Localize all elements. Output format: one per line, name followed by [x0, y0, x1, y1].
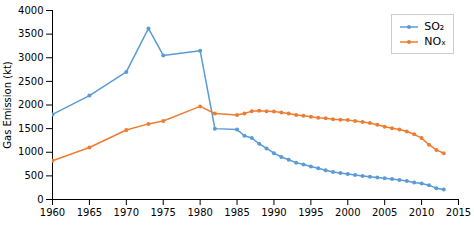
html-text:NOₓ: NOₓ: [424, 35, 446, 48]
svg-text:1985: 1985: [224, 207, 249, 218]
svg-text:1995: 1995: [298, 207, 323, 218]
svg-text:1970: 1970: [114, 207, 139, 218]
html-text:SO₂: SO₂: [424, 20, 445, 33]
svg-text:0: 0: [37, 194, 43, 205]
svg-text:1000: 1000: [18, 146, 43, 157]
svg-text:2015: 2015: [446, 207, 471, 218]
svg-text:3000: 3000: [18, 52, 43, 63]
svg-text:2500: 2500: [18, 76, 43, 87]
svg-text:Gas Emission (kt): Gas Emission (kt): [2, 61, 13, 149]
svg-text:3500: 3500: [18, 28, 43, 39]
svg-text:2000: 2000: [335, 207, 360, 218]
svg-text:1980: 1980: [187, 207, 212, 218]
svg-text:1975: 1975: [151, 207, 176, 218]
svg-text:2005: 2005: [372, 207, 397, 218]
svg-text:4000: 4000: [18, 5, 43, 16]
svg-text:2000: 2000: [18, 99, 43, 110]
svg-text:1965: 1965: [77, 207, 102, 218]
svg-text:500: 500: [24, 170, 43, 181]
svg-text:2010: 2010: [409, 207, 434, 218]
svg-text:1500: 1500: [18, 123, 43, 134]
svg-text:1990: 1990: [261, 207, 286, 218]
svg-text:1960: 1960: [40, 207, 65, 218]
